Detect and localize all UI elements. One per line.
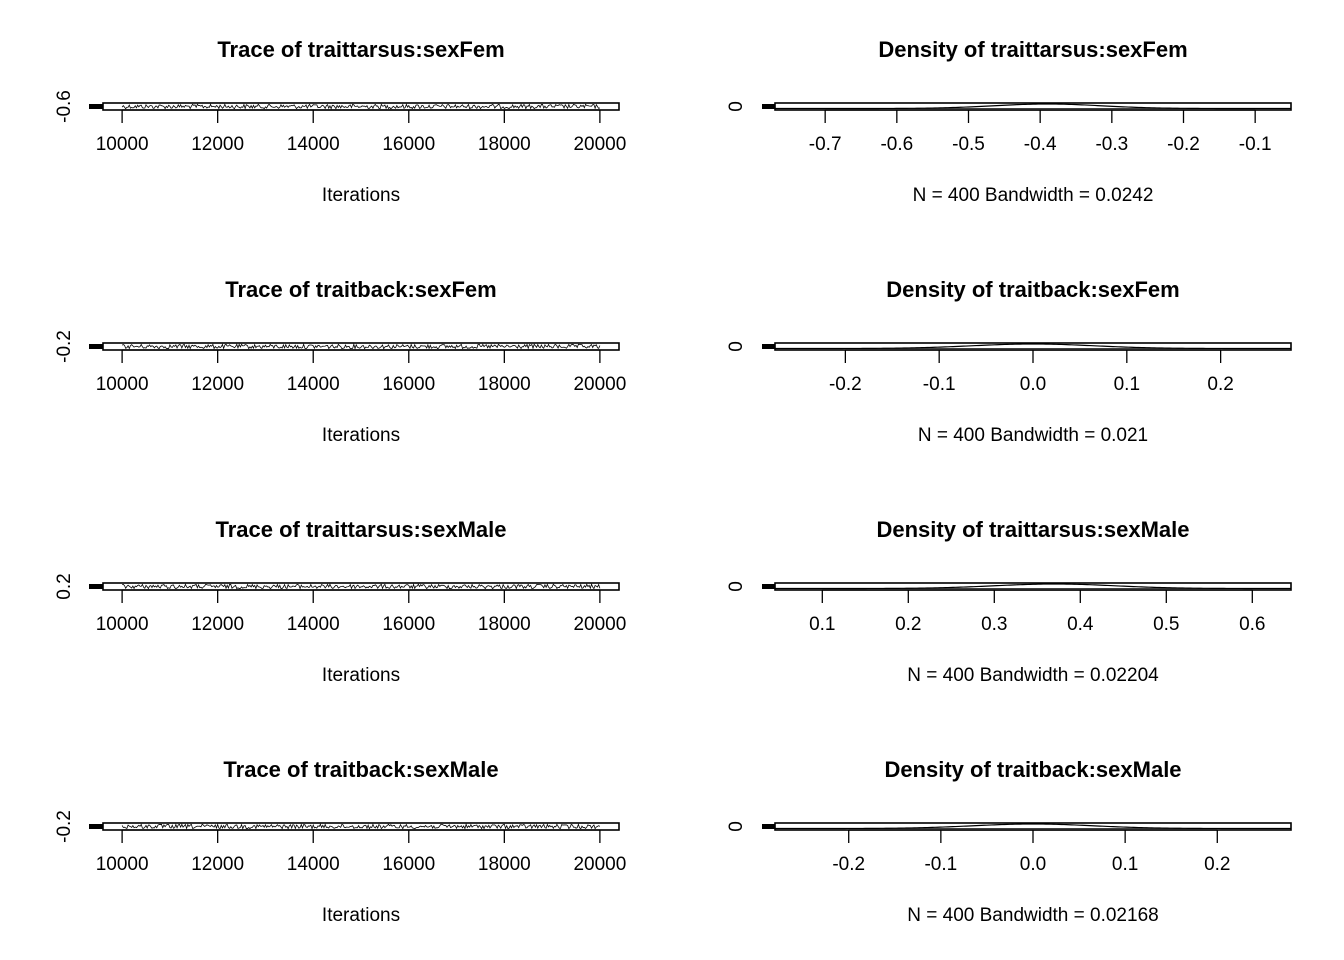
x-tick-label: 18000 xyxy=(478,134,531,155)
y-range-spike xyxy=(762,344,775,349)
y-range-spike xyxy=(89,104,103,109)
y-tick-label: -0.2 xyxy=(54,330,75,363)
x-tick-label: -0.1 xyxy=(923,374,956,395)
y-range-spike xyxy=(89,824,103,829)
x-axis-label: N = 400 Bandwidth = 0.021 xyxy=(918,425,1148,446)
x-tick-label: 12000 xyxy=(191,134,244,155)
x-axis-label: Iterations xyxy=(322,425,400,446)
x-tick-label: 10000 xyxy=(96,134,149,155)
panel-title: Trace of traittarsus:sexFem xyxy=(217,37,504,62)
x-tick-label: 0.0 xyxy=(1020,374,1046,395)
y-tick-label: -0.2 xyxy=(54,810,75,843)
panel-title: Density of traitback:sexFem xyxy=(886,277,1179,302)
x-tick-label: 10000 xyxy=(96,854,149,875)
y-tick-label: 0 xyxy=(726,581,747,592)
x-tick-label: 12000 xyxy=(191,854,244,875)
x-tick-label: 14000 xyxy=(287,374,340,395)
x-tick-label: 0.1 xyxy=(1114,374,1140,395)
x-axis-label: N = 400 Bandwidth = 0.0242 xyxy=(913,185,1154,206)
x-tick-label: -0.6 xyxy=(880,134,913,155)
x-tick-label: 14000 xyxy=(287,854,340,875)
x-tick-label: 0.3 xyxy=(981,614,1007,635)
x-tick-label: 14000 xyxy=(287,134,340,155)
y-tick-label: 0.2 xyxy=(54,573,75,599)
x-tick-label: 20000 xyxy=(573,854,626,875)
panel-title: Density of traittarsus:sexMale xyxy=(877,517,1190,542)
x-tick-label: -0.3 xyxy=(1095,134,1128,155)
x-tick-label: -0.5 xyxy=(952,134,985,155)
trace-line xyxy=(122,583,601,590)
x-tick-label: -0.7 xyxy=(809,134,842,155)
panel-title: Trace of traitback:sexFem xyxy=(225,277,496,302)
x-tick-label: 20000 xyxy=(573,374,626,395)
y-range-spike xyxy=(89,344,103,349)
x-tick-label: 16000 xyxy=(382,614,435,635)
trace-line xyxy=(121,342,601,350)
x-axis-label: Iterations xyxy=(322,665,400,686)
x-tick-label: -0.2 xyxy=(832,854,865,875)
x-axis-label: N = 400 Bandwidth = 0.02168 xyxy=(907,905,1158,926)
y-range-spike xyxy=(762,104,775,109)
x-tick-label: -0.1 xyxy=(1239,134,1272,155)
panel-title: Density of traittarsus:sexFem xyxy=(878,37,1187,62)
x-tick-label: 16000 xyxy=(382,374,435,395)
panel-title: Trace of traitback:sexMale xyxy=(223,757,498,782)
x-tick-label: 14000 xyxy=(287,614,340,635)
x-tick-label: 0.2 xyxy=(1207,374,1233,395)
x-tick-label: 20000 xyxy=(573,614,626,635)
y-range-spike xyxy=(762,584,775,589)
panel-title: Trace of traittarsus:sexMale xyxy=(215,517,506,542)
x-tick-label: 0.0 xyxy=(1020,854,1046,875)
x-axis-label: Iterations xyxy=(322,185,400,206)
x-tick-label: 0.2 xyxy=(1204,854,1230,875)
x-tick-label: -0.4 xyxy=(1024,134,1057,155)
x-tick-label: 16000 xyxy=(382,854,435,875)
x-tick-label: 20000 xyxy=(573,134,626,155)
y-tick-label: -0.6 xyxy=(54,90,75,123)
x-tick-label: 0.2 xyxy=(895,614,921,635)
x-tick-label: 0.1 xyxy=(809,614,835,635)
x-tick-label: 0.1 xyxy=(1112,854,1138,875)
x-tick-label: 0.6 xyxy=(1239,614,1265,635)
x-tick-label: -0.1 xyxy=(924,854,957,875)
x-tick-label: 18000 xyxy=(478,374,531,395)
x-tick-label: 0.5 xyxy=(1153,614,1179,635)
x-tick-label: 12000 xyxy=(191,374,244,395)
x-tick-label: 10000 xyxy=(96,614,149,635)
trace-line xyxy=(121,103,601,110)
panel-title: Density of traitback:sexMale xyxy=(884,757,1181,782)
y-tick-label: 0 xyxy=(726,341,747,352)
trace-line xyxy=(121,823,601,830)
plot-box xyxy=(102,342,620,351)
x-tick-label: 18000 xyxy=(478,854,531,875)
x-tick-label: 12000 xyxy=(191,614,244,635)
x-axis-label: N = 400 Bandwidth = 0.02204 xyxy=(907,665,1159,686)
x-tick-label: 16000 xyxy=(382,134,435,155)
y-range-spike xyxy=(89,584,103,589)
x-tick-label: 10000 xyxy=(96,374,149,395)
y-tick-label: 0 xyxy=(726,101,747,112)
x-tick-label: 0.4 xyxy=(1067,614,1094,635)
x-tick-label: -0.2 xyxy=(829,374,862,395)
x-tick-label: -0.2 xyxy=(1167,134,1200,155)
y-tick-label: 0 xyxy=(726,821,747,832)
x-axis-label: Iterations xyxy=(322,905,400,926)
y-range-spike xyxy=(762,824,775,829)
x-tick-label: 18000 xyxy=(478,614,531,635)
